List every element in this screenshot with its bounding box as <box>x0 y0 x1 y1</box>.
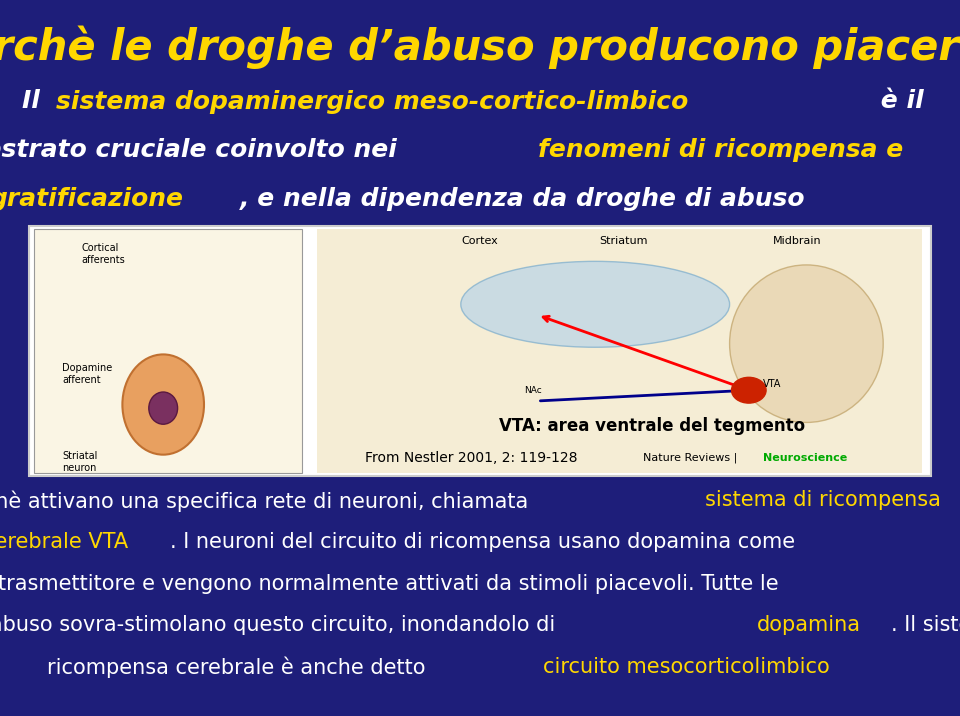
Text: sistema dopaminergico meso-cortico-limbico: sistema dopaminergico meso-cortico-limbi… <box>56 90 688 114</box>
Text: circuito mesocorticolimbico: circuito mesocorticolimbico <box>543 657 830 677</box>
Text: cerebrale VTA: cerebrale VTA <box>0 532 129 552</box>
Text: Nature Reviews |: Nature Reviews | <box>643 453 741 463</box>
Text: VTA: area ventrale del tegmento: VTA: area ventrale del tegmento <box>499 417 805 435</box>
Text: Perchè le droghe d’abuso producono piacere ?: Perchè le droghe d’abuso producono piace… <box>0 25 960 69</box>
Ellipse shape <box>123 354 204 455</box>
Text: fenomeni di ricompensa e: fenomeni di ricompensa e <box>538 138 903 163</box>
Text: NAc: NAc <box>524 386 541 395</box>
Text: substrato cruciale coinvolto nei: substrato cruciale coinvolto nei <box>0 138 406 163</box>
Bar <box>317 229 922 473</box>
Text: . I neuroni del circuito di ricompensa usano dopamina come: . I neuroni del circuito di ricompensa u… <box>170 532 796 552</box>
Text: gratificazione: gratificazione <box>0 187 184 211</box>
Circle shape <box>732 377 766 403</box>
Text: . Il sistema di: . Il sistema di <box>891 615 960 635</box>
Text: droghe d’abuso sovra-stimolano questo circuito, inondandolo di: droghe d’abuso sovra-stimolano questo ci… <box>0 615 562 635</box>
Text: Cortical
afferents: Cortical afferents <box>82 243 126 265</box>
Ellipse shape <box>149 392 178 424</box>
Text: Dopamine
afferent: Dopamine afferent <box>62 363 112 385</box>
Text: From Nestler 2001, 2: 119-128: From Nestler 2001, 2: 119-128 <box>365 451 577 465</box>
Text: Midbrain: Midbrain <box>773 236 821 246</box>
Text: VTA: VTA <box>763 379 781 390</box>
Text: ricompensa cerebrale è anche detto: ricompensa cerebrale è anche detto <box>46 657 432 678</box>
Text: dopamina: dopamina <box>756 615 860 635</box>
Text: Perchè attivano una specifica rete di neuroni, chiamata: Perchè attivano una specifica rete di ne… <box>0 490 535 512</box>
Bar <box>34 229 302 473</box>
Text: Striatum: Striatum <box>600 236 648 246</box>
Text: è il: è il <box>872 90 924 114</box>
Text: sistema di ricompensa: sistema di ricompensa <box>705 490 941 511</box>
Text: Il: Il <box>21 90 48 114</box>
Text: Neuroscience: Neuroscience <box>763 453 848 463</box>
Text: , e nella dipendenza da droghe di abuso: , e nella dipendenza da droghe di abuso <box>240 187 805 211</box>
Text: Cortex: Cortex <box>462 236 498 246</box>
Ellipse shape <box>461 261 730 347</box>
Text: Striatal
neuron: Striatal neuron <box>62 451 98 473</box>
Text: neurotrasmettitore e vengono normalmente attivati da stimoli piacevoli. Tutte le: neurotrasmettitore e vengono normalmente… <box>0 574 779 594</box>
Bar <box>29 226 931 476</box>
Ellipse shape <box>730 265 883 422</box>
